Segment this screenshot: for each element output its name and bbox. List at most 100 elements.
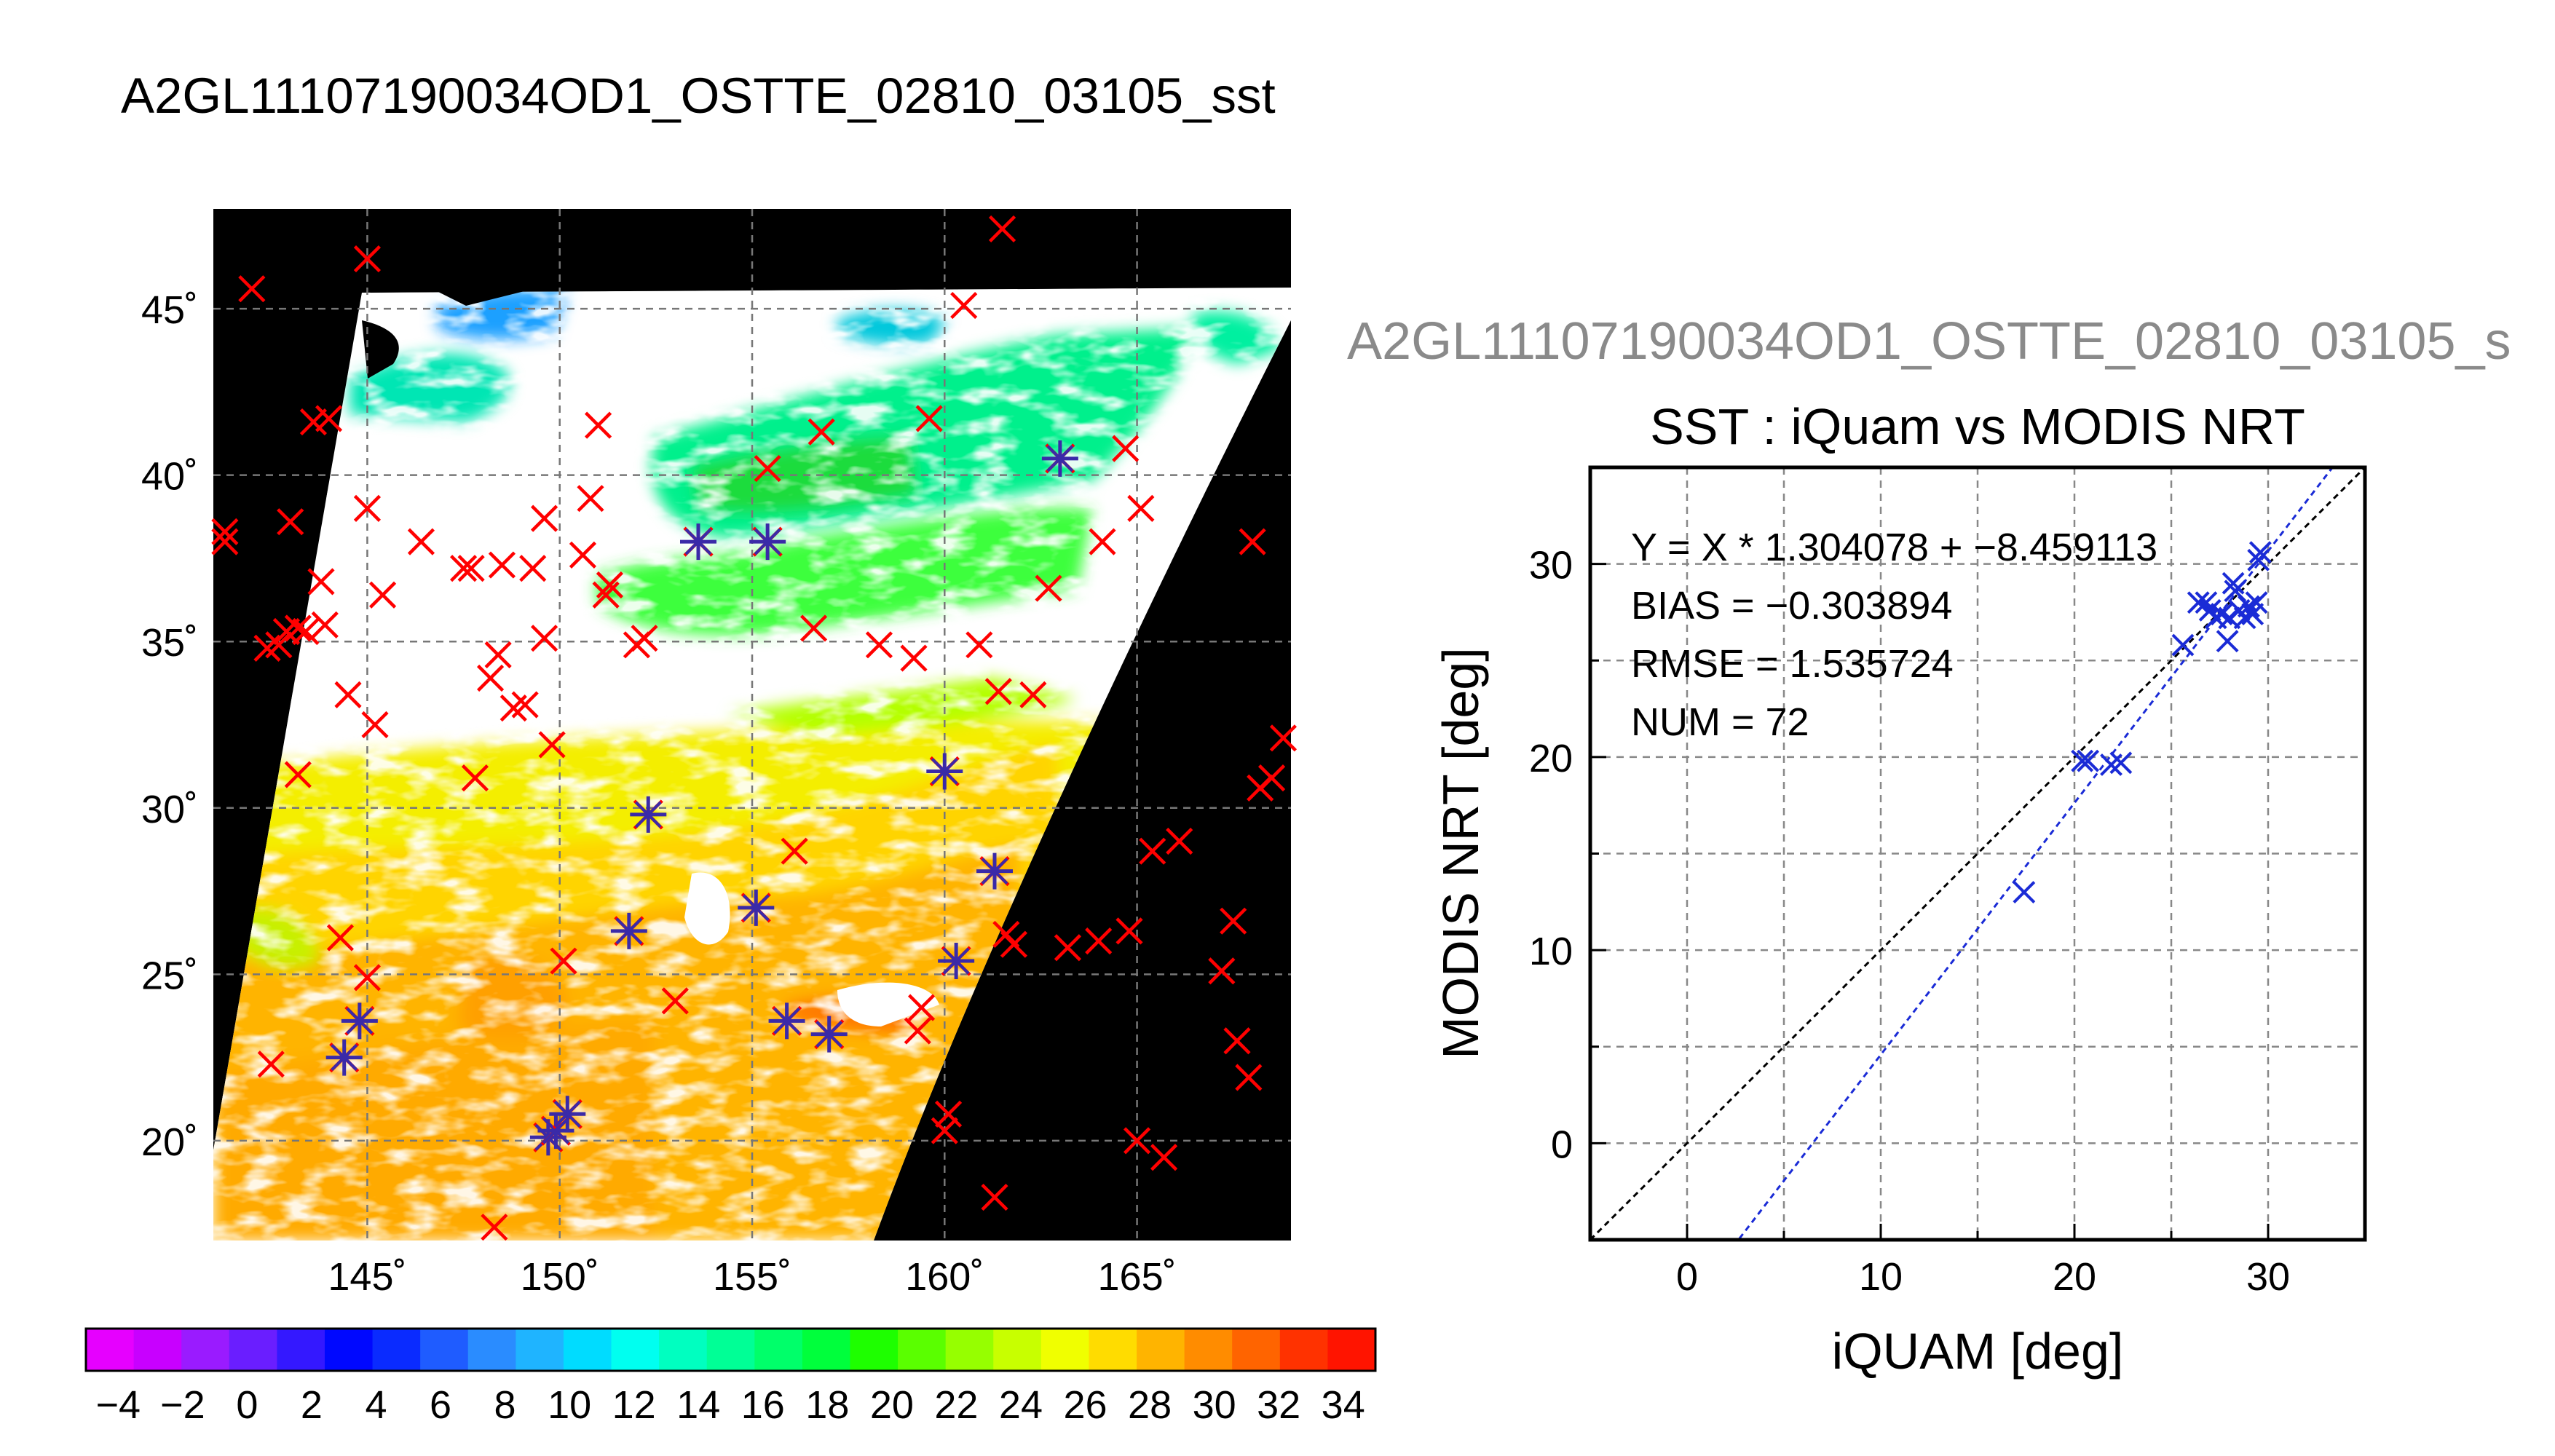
colorbar-segment-16 <box>850 1329 899 1371</box>
iquam-marker-35 <box>550 947 577 975</box>
colorbar-segment-2 <box>181 1329 230 1371</box>
colorbar-segment-21 <box>1089 1329 1137 1371</box>
scatter-grid <box>1589 466 2366 1241</box>
scatter-point-11 <box>2216 630 2239 653</box>
matched-marker-11 <box>810 1016 848 1053</box>
iquam-marker-59 <box>1019 681 1047 708</box>
colorbar-segment-11 <box>611 1329 660 1371</box>
colorbar-segment-12 <box>659 1329 708 1371</box>
colorbar-segment-22 <box>1137 1329 1185 1371</box>
iquam-marker-42 <box>631 625 658 652</box>
scatter-point-19 <box>2245 591 2268 614</box>
colorbar-tick-9: 14 <box>676 1383 720 1427</box>
iquam-marker-23 <box>449 555 478 582</box>
iquam-marker-82 <box>481 1214 508 1241</box>
colorbar-segment-0 <box>86 1329 135 1371</box>
scatter-x-label: iQUAM [deg] <box>1832 1323 2124 1380</box>
iquam-marker-45 <box>799 614 828 642</box>
colorbar-tick-12: 20 <box>870 1383 914 1427</box>
iquam-marker-37 <box>577 485 604 513</box>
rmse-value: RMSE = 1.535724 <box>1631 642 1954 686</box>
scatter-x-tick-2: 20 <box>2053 1255 2096 1299</box>
iquam-marker-6 <box>277 508 304 536</box>
scatter-point-5 <box>2171 633 2195 657</box>
matched-marker-8 <box>749 523 786 561</box>
iquam-marker-81 <box>931 1117 958 1144</box>
iquam-marker-33 <box>530 625 558 652</box>
colorbar-segment-14 <box>754 1329 803 1371</box>
colorbar-tick-15: 26 <box>1063 1383 1107 1427</box>
colorbar-tick-17: 30 <box>1193 1383 1236 1427</box>
map-markers <box>211 215 1298 1241</box>
iquam-marker-30 <box>511 691 539 719</box>
iquam-marker-75 <box>1239 528 1266 555</box>
iquam-marker-65 <box>1115 917 1143 945</box>
map-x-tick-4: 165˚ <box>1098 1255 1177 1299</box>
scatter-y-tick-1: 10 <box>1529 930 1573 973</box>
iquam-marker-73 <box>1223 1027 1251 1055</box>
colorbar-tick-0: −4 <box>95 1383 141 1427</box>
map-x-tick-1: 150˚ <box>521 1255 599 1299</box>
iquam-marker-25 <box>461 764 489 792</box>
iquam-marker-17 <box>361 711 389 739</box>
scatter-ticks: 0 10 20 30 0 10 20 30 <box>1529 466 2366 1299</box>
colorbar-tick-18: 32 <box>1257 1383 1300 1427</box>
iquam-marker-20 <box>353 245 382 273</box>
map-x-tick-3: 160˚ <box>905 1255 984 1299</box>
scatter-points <box>2013 541 2272 903</box>
stats-box: Y = X * 1.304078 + −8.459113 BIAS = −0.3… <box>1631 526 2157 744</box>
iquam-marker-27 <box>484 641 512 669</box>
colorbar-tick-3: 2 <box>301 1383 323 1427</box>
iquam-marker-68 <box>1139 837 1166 865</box>
matched-marker-7 <box>680 523 716 561</box>
colorbar-tick-8: 12 <box>612 1383 656 1427</box>
iquam-marker-21 <box>257 1051 285 1078</box>
colorbar-segment-19 <box>993 1329 1042 1371</box>
bias-value: BIAS = −0.303894 <box>1631 584 1952 628</box>
iquam-marker-36 <box>569 541 597 569</box>
iquam-marker-15 <box>334 681 362 708</box>
iquam-marker-4 <box>265 631 293 659</box>
scatter-y-tick-0: 0 <box>1551 1123 1573 1166</box>
scatter-point-20 <box>2247 548 2270 571</box>
iquam-marker-69 <box>1150 1144 1178 1171</box>
iquam-marker-71 <box>1208 957 1236 985</box>
scatter-x-tick-0: 0 <box>1676 1255 1698 1299</box>
iquam-marker-58 <box>1000 930 1028 958</box>
colorbar-frame <box>84 1327 1377 1372</box>
colorbar-tick-19: 34 <box>1322 1383 1365 1427</box>
matched-marker-15 <box>1041 440 1078 477</box>
scatter-point-4 <box>2109 751 2133 775</box>
matched-marker-3 <box>537 1112 574 1150</box>
colorbar-segment-23 <box>1184 1329 1233 1371</box>
iquam-marker-1 <box>211 518 239 545</box>
colorbar-tick-5: 6 <box>430 1383 451 1427</box>
iquam-marker-78 <box>1269 724 1298 752</box>
colorbar-tick-14: 24 <box>999 1383 1043 1427</box>
iquam-marker-24 <box>457 555 485 582</box>
matched-marker-1 <box>341 1002 378 1040</box>
scatter-point-13 <box>2222 571 2245 595</box>
colorbar <box>84 1327 1377 1372</box>
colorbar-segment-5 <box>324 1329 374 1371</box>
matched-marker-9 <box>738 889 775 926</box>
iquam-marker-28 <box>488 551 516 579</box>
scatter-point-1 <box>2071 749 2094 772</box>
map-x-tick-2: 155˚ <box>713 1255 791 1299</box>
map-grid-x <box>366 209 1138 1241</box>
colorbar-tick-7: 10 <box>548 1383 591 1427</box>
iquam-marker-64 <box>1112 435 1140 462</box>
map-y-tick-0: 20˚ <box>141 1120 198 1164</box>
regression-line <box>1737 467 2334 1240</box>
iquam-marker-62 <box>1085 927 1113 955</box>
map-x-tick-labels: 145˚ 150˚ 155˚ 160˚ 165˚ <box>328 1255 1176 1299</box>
colorbar-segment-25 <box>1279 1329 1328 1371</box>
iquam-marker-53 <box>950 291 978 320</box>
iquam-marker-77 <box>1257 764 1286 792</box>
iquam-marker-38 <box>592 581 620 609</box>
scatter-point-21 <box>2248 541 2272 564</box>
iquam-marker-43 <box>661 987 689 1015</box>
colorbar-tick-2: 0 <box>236 1383 258 1427</box>
